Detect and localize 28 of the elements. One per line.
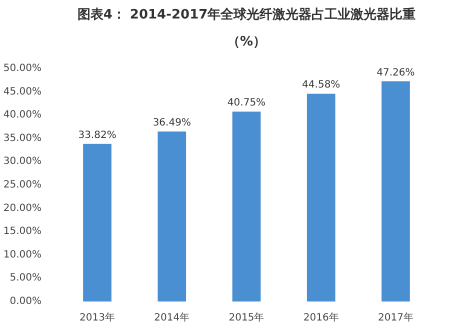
x-tick-label: 2015年 bbox=[228, 312, 264, 324]
data-label: 40.75% bbox=[227, 98, 266, 109]
x-tick-label: 2014年 bbox=[154, 312, 190, 324]
data-label: 33.82% bbox=[78, 130, 116, 141]
data-label: 47.26% bbox=[376, 67, 415, 78]
y-tick-label: 10.00% bbox=[3, 249, 42, 260]
y-tick-label: 25.00% bbox=[3, 179, 42, 190]
data-label: 44.58% bbox=[302, 80, 340, 91]
bar bbox=[232, 112, 261, 302]
chart-title: 图表4： 2014-2017年全球光纤激光器占工业激光器比重 bbox=[77, 6, 416, 22]
y-tick-label: 35.00% bbox=[3, 132, 42, 144]
bar bbox=[158, 131, 186, 302]
x-tick-label: 2016年 bbox=[303, 312, 339, 324]
bar bbox=[83, 144, 112, 302]
y-tick-label: 5.00% bbox=[10, 272, 42, 284]
y-tick-label: 20.00% bbox=[3, 202, 42, 214]
y-tick-label: 45.00% bbox=[3, 86, 42, 98]
chart-subtitle: （%） bbox=[226, 34, 266, 50]
y-tick-label: 30.00% bbox=[3, 156, 42, 168]
x-tick-label: 2017年 bbox=[378, 312, 414, 324]
bar bbox=[306, 94, 336, 302]
y-tick-label: 50.00% bbox=[3, 62, 42, 74]
x-tick-label: 2013年 bbox=[80, 312, 115, 324]
y-tick-label: 0.00% bbox=[10, 296, 42, 307]
data-label: 36.49% bbox=[152, 117, 191, 128]
y-tick-label: 15.00% bbox=[3, 226, 42, 238]
bar bbox=[382, 81, 410, 302]
y-tick-label: 40.00% bbox=[3, 110, 42, 121]
